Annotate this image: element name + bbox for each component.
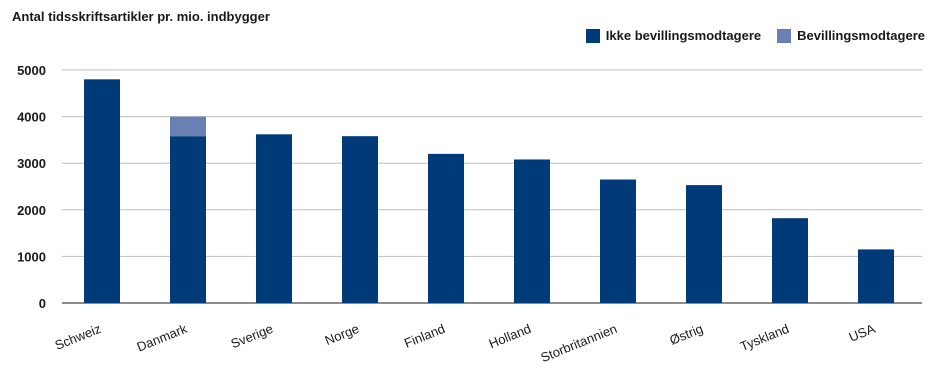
bar-ikke-bevillingsmodtagere	[428, 153, 464, 303]
legend: Ikke bevillingsmodtagere Bevillingsmodta…	[585, 28, 925, 43]
bar-ikke-bevillingsmodtagere	[342, 136, 378, 303]
bar-ikke-bevillingsmodtagere	[772, 218, 808, 303]
legend-label-bevillingsmodtagere: Bevillingsmodtagere	[797, 28, 925, 43]
x-tick-label: Østrig	[667, 321, 705, 348]
bar-bevillingsmodtagere	[170, 116, 206, 137]
x-tick-label: Finland	[402, 321, 447, 351]
x-tick-label: Tyskland	[738, 321, 791, 354]
y-tick-label: 1000	[17, 249, 46, 264]
y-tick-label: 5000	[17, 63, 46, 78]
y-tick-label: 0	[39, 296, 46, 311]
legend-swatch-bevillingsmodtagere	[777, 28, 792, 43]
bar-ikke-bevillingsmodtagere	[84, 79, 120, 303]
x-tick-label: Sverige	[229, 321, 275, 351]
chart-title: Antal tidsskriftsartikler pr. mio. indby…	[12, 9, 270, 24]
bar-ikke-bevillingsmodtagere	[600, 179, 636, 303]
x-tick-label: USA	[847, 321, 878, 345]
bar-ikke-bevillingsmodtagere	[170, 136, 206, 303]
bar-ikke-bevillingsmodtagere	[256, 134, 292, 303]
bar-ikke-bevillingsmodtagere	[514, 159, 550, 303]
bar-ikke-bevillingsmodtagere	[858, 249, 894, 303]
legend-swatch-ikke-bevillingsmodtagere	[585, 28, 600, 43]
legend-item-ikke-bevillingsmodtagere: Ikke bevillingsmodtagere	[585, 28, 762, 43]
y-tick-label: 3000	[17, 156, 46, 171]
bar-ikke-bevillingsmodtagere	[686, 185, 722, 303]
y-tick-label: 2000	[17, 203, 46, 218]
y-tick-label: 4000	[17, 110, 46, 125]
x-tick-label: Storbritannien	[538, 321, 619, 365]
x-tick-label: Holland	[487, 321, 534, 351]
legend-item-bevillingsmodtagere: Bevillingsmodtagere	[777, 28, 925, 43]
x-tick-label: Danmark	[135, 321, 190, 355]
x-tick-label: Norge	[323, 321, 361, 348]
legend-label-ikke-bevillingsmodtagere: Ikke bevillingsmodtagere	[605, 28, 762, 43]
x-tick-label: Schweiz	[53, 321, 104, 353]
